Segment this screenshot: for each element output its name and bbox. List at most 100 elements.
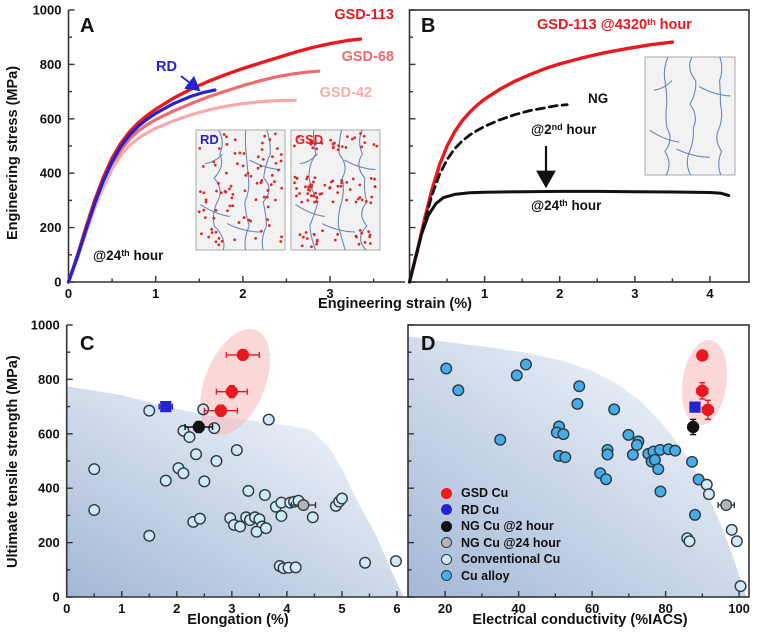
point-conventional-cu <box>88 503 101 516</box>
point-cu-alloy <box>626 448 639 461</box>
curve-label-ng: NG <box>588 91 609 106</box>
point-cu-alloy <box>452 384 465 397</box>
region-C <box>66 386 404 597</box>
point-cu-alloy <box>573 380 586 393</box>
conventional-cu-swatch-icon <box>441 553 452 565</box>
curve-ng-24th-hour <box>408 189 731 284</box>
svg-text:4: 4 <box>283 601 291 616</box>
svg-text:800: 800 <box>38 372 60 387</box>
svg-text:3: 3 <box>228 601 235 616</box>
svg-text:100: 100 <box>728 601 750 616</box>
point-gsd-cu <box>236 348 250 362</box>
legend-item-conventional-cu: Conventional Cu <box>441 551 561 568</box>
x-axis-title-c: Elongation (%) <box>187 612 289 628</box>
svg-text:6: 6 <box>393 601 400 616</box>
svg-text:40: 40 <box>511 601 525 616</box>
inset-label-rd: RD <box>200 132 219 147</box>
point-conventional-cu <box>734 580 747 593</box>
svg-text:800: 800 <box>40 57 62 72</box>
curve-label-gsd113-4320h: GSD-113 @4320th hour <box>537 17 692 33</box>
point-cu-alloy <box>559 451 572 464</box>
point-conventional-cu <box>389 555 402 568</box>
point-conventional-cu <box>159 474 172 487</box>
point-rd-cu <box>160 401 172 413</box>
point-conventional-cu <box>190 448 203 461</box>
curve-label-gsd113: GSD-113 <box>334 7 394 23</box>
point-cu-alloy <box>630 438 643 451</box>
point-conventional-cu <box>242 484 255 497</box>
legend-item-ng-cu-24h: NG Cu @24 hour <box>441 535 561 552</box>
svg-text:200: 200 <box>40 220 62 235</box>
gsd-cu-swatch-icon <box>441 487 452 499</box>
point-conventional-cu <box>143 404 156 417</box>
point-cu-alloy <box>519 358 532 371</box>
rd-cu-swatch-icon <box>441 504 452 516</box>
legend-item-ng-cu-2h: NG Cu @2 hour <box>441 518 561 535</box>
region-D <box>408 336 747 597</box>
panel-A: 0 1 2 3 0 200 400 600 800 1000 <box>33 3 405 301</box>
svg-text:1: 1 <box>118 601 125 616</box>
svg-text:1: 1 <box>152 286 159 301</box>
svg-text:2: 2 <box>239 286 246 301</box>
point-cu-alloy <box>600 473 613 486</box>
annotation-arrow <box>180 75 201 92</box>
legend-item-rd-cu: RD Cu <box>441 502 561 519</box>
svg-text:400: 400 <box>38 481 60 496</box>
point-cu-alloy <box>557 428 570 441</box>
point-conventional-cu <box>208 422 221 435</box>
legend-item-gsd-cu: GSD Cu <box>441 485 561 502</box>
point-cu-alloy <box>622 428 635 441</box>
annotation-b-24th-hour: @24th hour <box>531 198 602 213</box>
curve-label-gsd68: GSD-68 <box>341 49 394 65</box>
x-axis-title-ab: Engineering strain (%) <box>318 296 472 312</box>
ng-cu-2h-swatch-icon <box>441 520 452 532</box>
svg-text:1000: 1000 <box>33 3 62 18</box>
point-conventional-cu <box>702 488 715 501</box>
micrograph-inset <box>644 56 736 176</box>
ng-cu-24h-swatch-icon <box>441 537 452 549</box>
curve-label-rd: RD <box>156 59 177 75</box>
svg-text:0: 0 <box>52 590 59 605</box>
point-cu-alloy <box>440 362 453 375</box>
curve-label-gsd42: GSD-42 <box>319 85 372 101</box>
legend-item-cu-alloy: Cu alloy <box>441 568 561 585</box>
point-conventional-cu <box>275 509 288 522</box>
point-ng-cu-24-hour <box>720 499 733 512</box>
point-conventional-cu <box>306 511 319 524</box>
svg-text:80: 80 <box>658 601 672 616</box>
point-ng-cu-2-hour <box>686 420 700 434</box>
svg-text:2: 2 <box>173 601 180 616</box>
point-conventional-cu <box>262 413 275 426</box>
svg-text:20: 20 <box>438 601 452 616</box>
y-axis-title-cd: Ultimate tensile strength (MPa) <box>5 355 21 568</box>
panel-a-letter: A <box>80 15 95 37</box>
point-conventional-cu <box>289 561 302 574</box>
point-cu-alloy <box>654 485 667 498</box>
x-axis-title-d: Electrical conductivity (%IACS) <box>472 612 688 628</box>
point-cu-alloy <box>608 403 621 416</box>
point-conventional-cu <box>259 522 272 535</box>
y-axis-title-ab: Engineering stress (MPa) <box>5 65 21 240</box>
point-conventional-cu <box>88 463 101 476</box>
panel-b-letter: B <box>421 15 436 37</box>
point-conventional-cu <box>258 489 271 502</box>
svg-text:0: 0 <box>65 286 72 301</box>
micrograph-inset <box>290 129 381 251</box>
point-cu-alloy <box>494 433 507 446</box>
curve-ng-2nd-hour <box>408 103 569 284</box>
point-gsd-cu <box>214 404 228 417</box>
point-conventional-cu <box>230 444 243 457</box>
svg-text:400: 400 <box>40 166 62 181</box>
point-cu-alloy <box>601 448 614 461</box>
point-cu-alloy <box>652 463 665 476</box>
annotation-b-2nd-hour: @2nd hour <box>531 122 597 137</box>
micrograph-inset <box>195 129 286 251</box>
svg-text:3: 3 <box>631 286 638 301</box>
point-conventional-cu <box>143 529 156 542</box>
panel-C: 0 1 2 3 4 5 6 0 200 400 600 800 1000 <box>31 318 408 616</box>
svg-text:3: 3 <box>326 286 333 301</box>
svg-text:5: 5 <box>338 601 345 616</box>
point-conventional-cu <box>335 492 348 505</box>
